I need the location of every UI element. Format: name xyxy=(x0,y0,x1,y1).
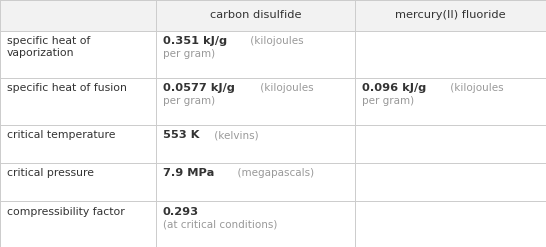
Text: (kilojoules: (kilojoules xyxy=(247,36,304,46)
Text: per gram): per gram) xyxy=(163,96,215,106)
Text: (kelvins): (kelvins) xyxy=(211,130,259,140)
Bar xyxy=(0,0,546,31)
Text: 0.096 kJ/g: 0.096 kJ/g xyxy=(362,83,426,93)
Text: 0.0577 kJ/g: 0.0577 kJ/g xyxy=(163,83,235,93)
Text: carbon disulfide: carbon disulfide xyxy=(210,10,301,21)
Text: 0.351 kJ/g: 0.351 kJ/g xyxy=(163,36,227,46)
Text: per gram): per gram) xyxy=(362,96,414,106)
Text: (kilojoules: (kilojoules xyxy=(257,83,314,93)
Text: (megapascals): (megapascals) xyxy=(230,168,314,178)
Text: 0.293: 0.293 xyxy=(163,207,199,217)
Text: (at critical conditions): (at critical conditions) xyxy=(163,220,277,229)
Text: compressibility factor: compressibility factor xyxy=(7,207,125,217)
Text: 7.9 MPa: 7.9 MPa xyxy=(163,168,214,178)
Text: mercury(II) fluoride: mercury(II) fluoride xyxy=(395,10,506,21)
Text: per gram): per gram) xyxy=(163,49,215,59)
Text: specific heat of
vaporization: specific heat of vaporization xyxy=(7,36,91,58)
Text: critical pressure: critical pressure xyxy=(7,168,94,178)
Text: (kilojoules: (kilojoules xyxy=(447,83,503,93)
Text: 553 K: 553 K xyxy=(163,130,199,140)
Text: critical temperature: critical temperature xyxy=(7,130,116,140)
Text: specific heat of fusion: specific heat of fusion xyxy=(7,83,127,93)
